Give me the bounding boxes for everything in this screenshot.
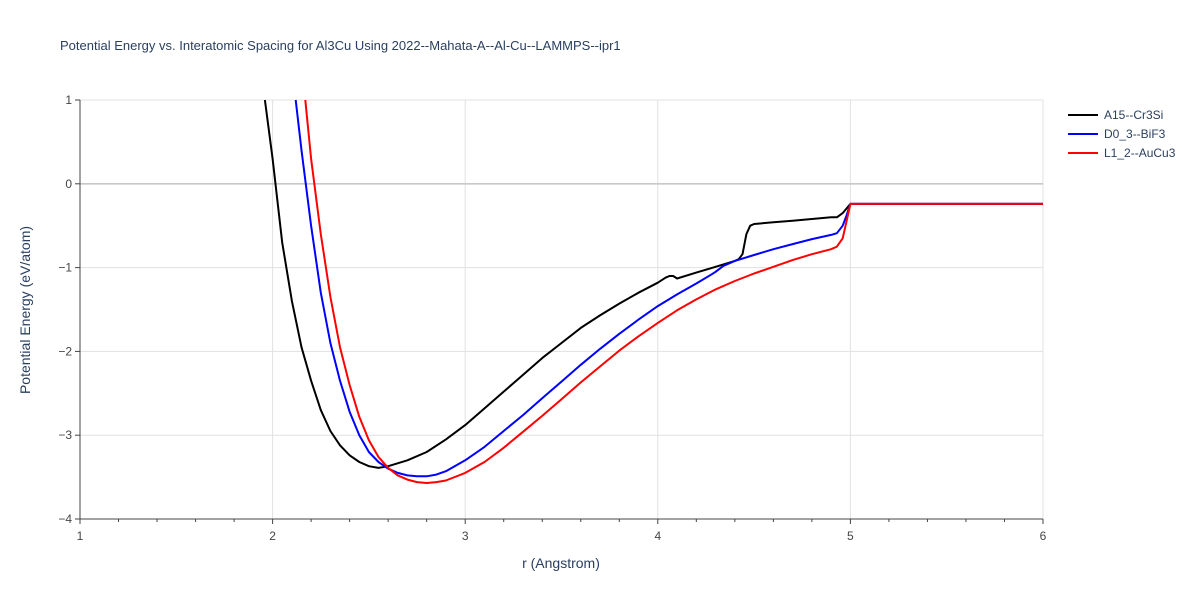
legend-label-1: D0_3--BiF3 [1104,127,1166,141]
axes [75,99,1044,524]
x-tick-label: 4 [654,529,661,543]
series-line-2 [304,100,1043,484]
y-tick-label: −3 [58,428,72,442]
y-tick-label: 1 [65,93,72,107]
x-tick-label: 2 [269,529,276,543]
y-tick-labels: 1 0 −1 −2 −3 −4 [58,93,72,526]
x-axis-title: r (Angstrom) [522,555,600,571]
y-tick-label: −2 [58,344,72,358]
y-tick-label: 0 [65,177,72,191]
legend-label-0: A15--Cr3Si [1104,108,1163,122]
chart-title: Potential Energy vs. Interatomic Spacing… [60,38,621,53]
x-tick-labels: 1 2 3 4 5 6 [77,529,1047,543]
series-line-0 [263,100,1043,469]
x-tick-label: 5 [847,529,854,543]
y-axis-title: Potential Energy (eV/atom) [17,226,33,394]
x-tick-label: 6 [1040,529,1047,543]
y-tick-label: −1 [58,261,72,275]
y-tick-label: −4 [58,512,72,526]
legend: A15--Cr3Si D0_3--BiF3 L1_2--AuCu3 [1068,108,1176,160]
x-tick-label: 1 [77,529,84,543]
series-layer [263,100,1043,484]
grid [80,99,1044,519]
series-line-1 [294,100,1043,478]
x-tick-label: 3 [462,529,469,543]
legend-label-2: L1_2--AuCu3 [1104,146,1176,160]
